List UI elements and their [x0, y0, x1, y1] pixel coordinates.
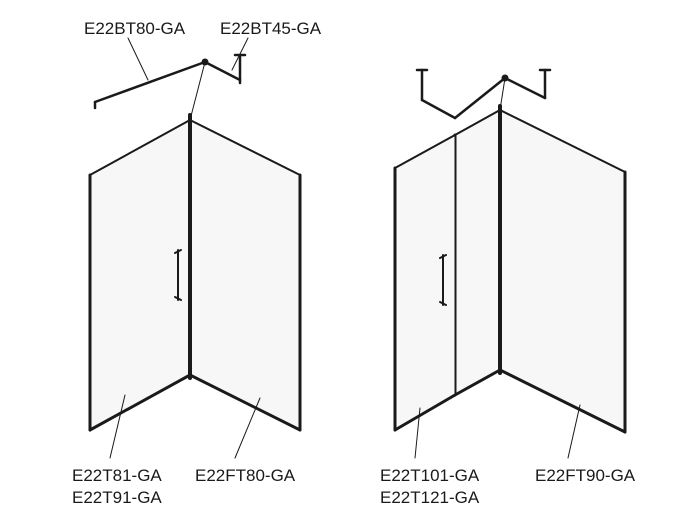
enclosure-diagram-right [0, 0, 694, 531]
